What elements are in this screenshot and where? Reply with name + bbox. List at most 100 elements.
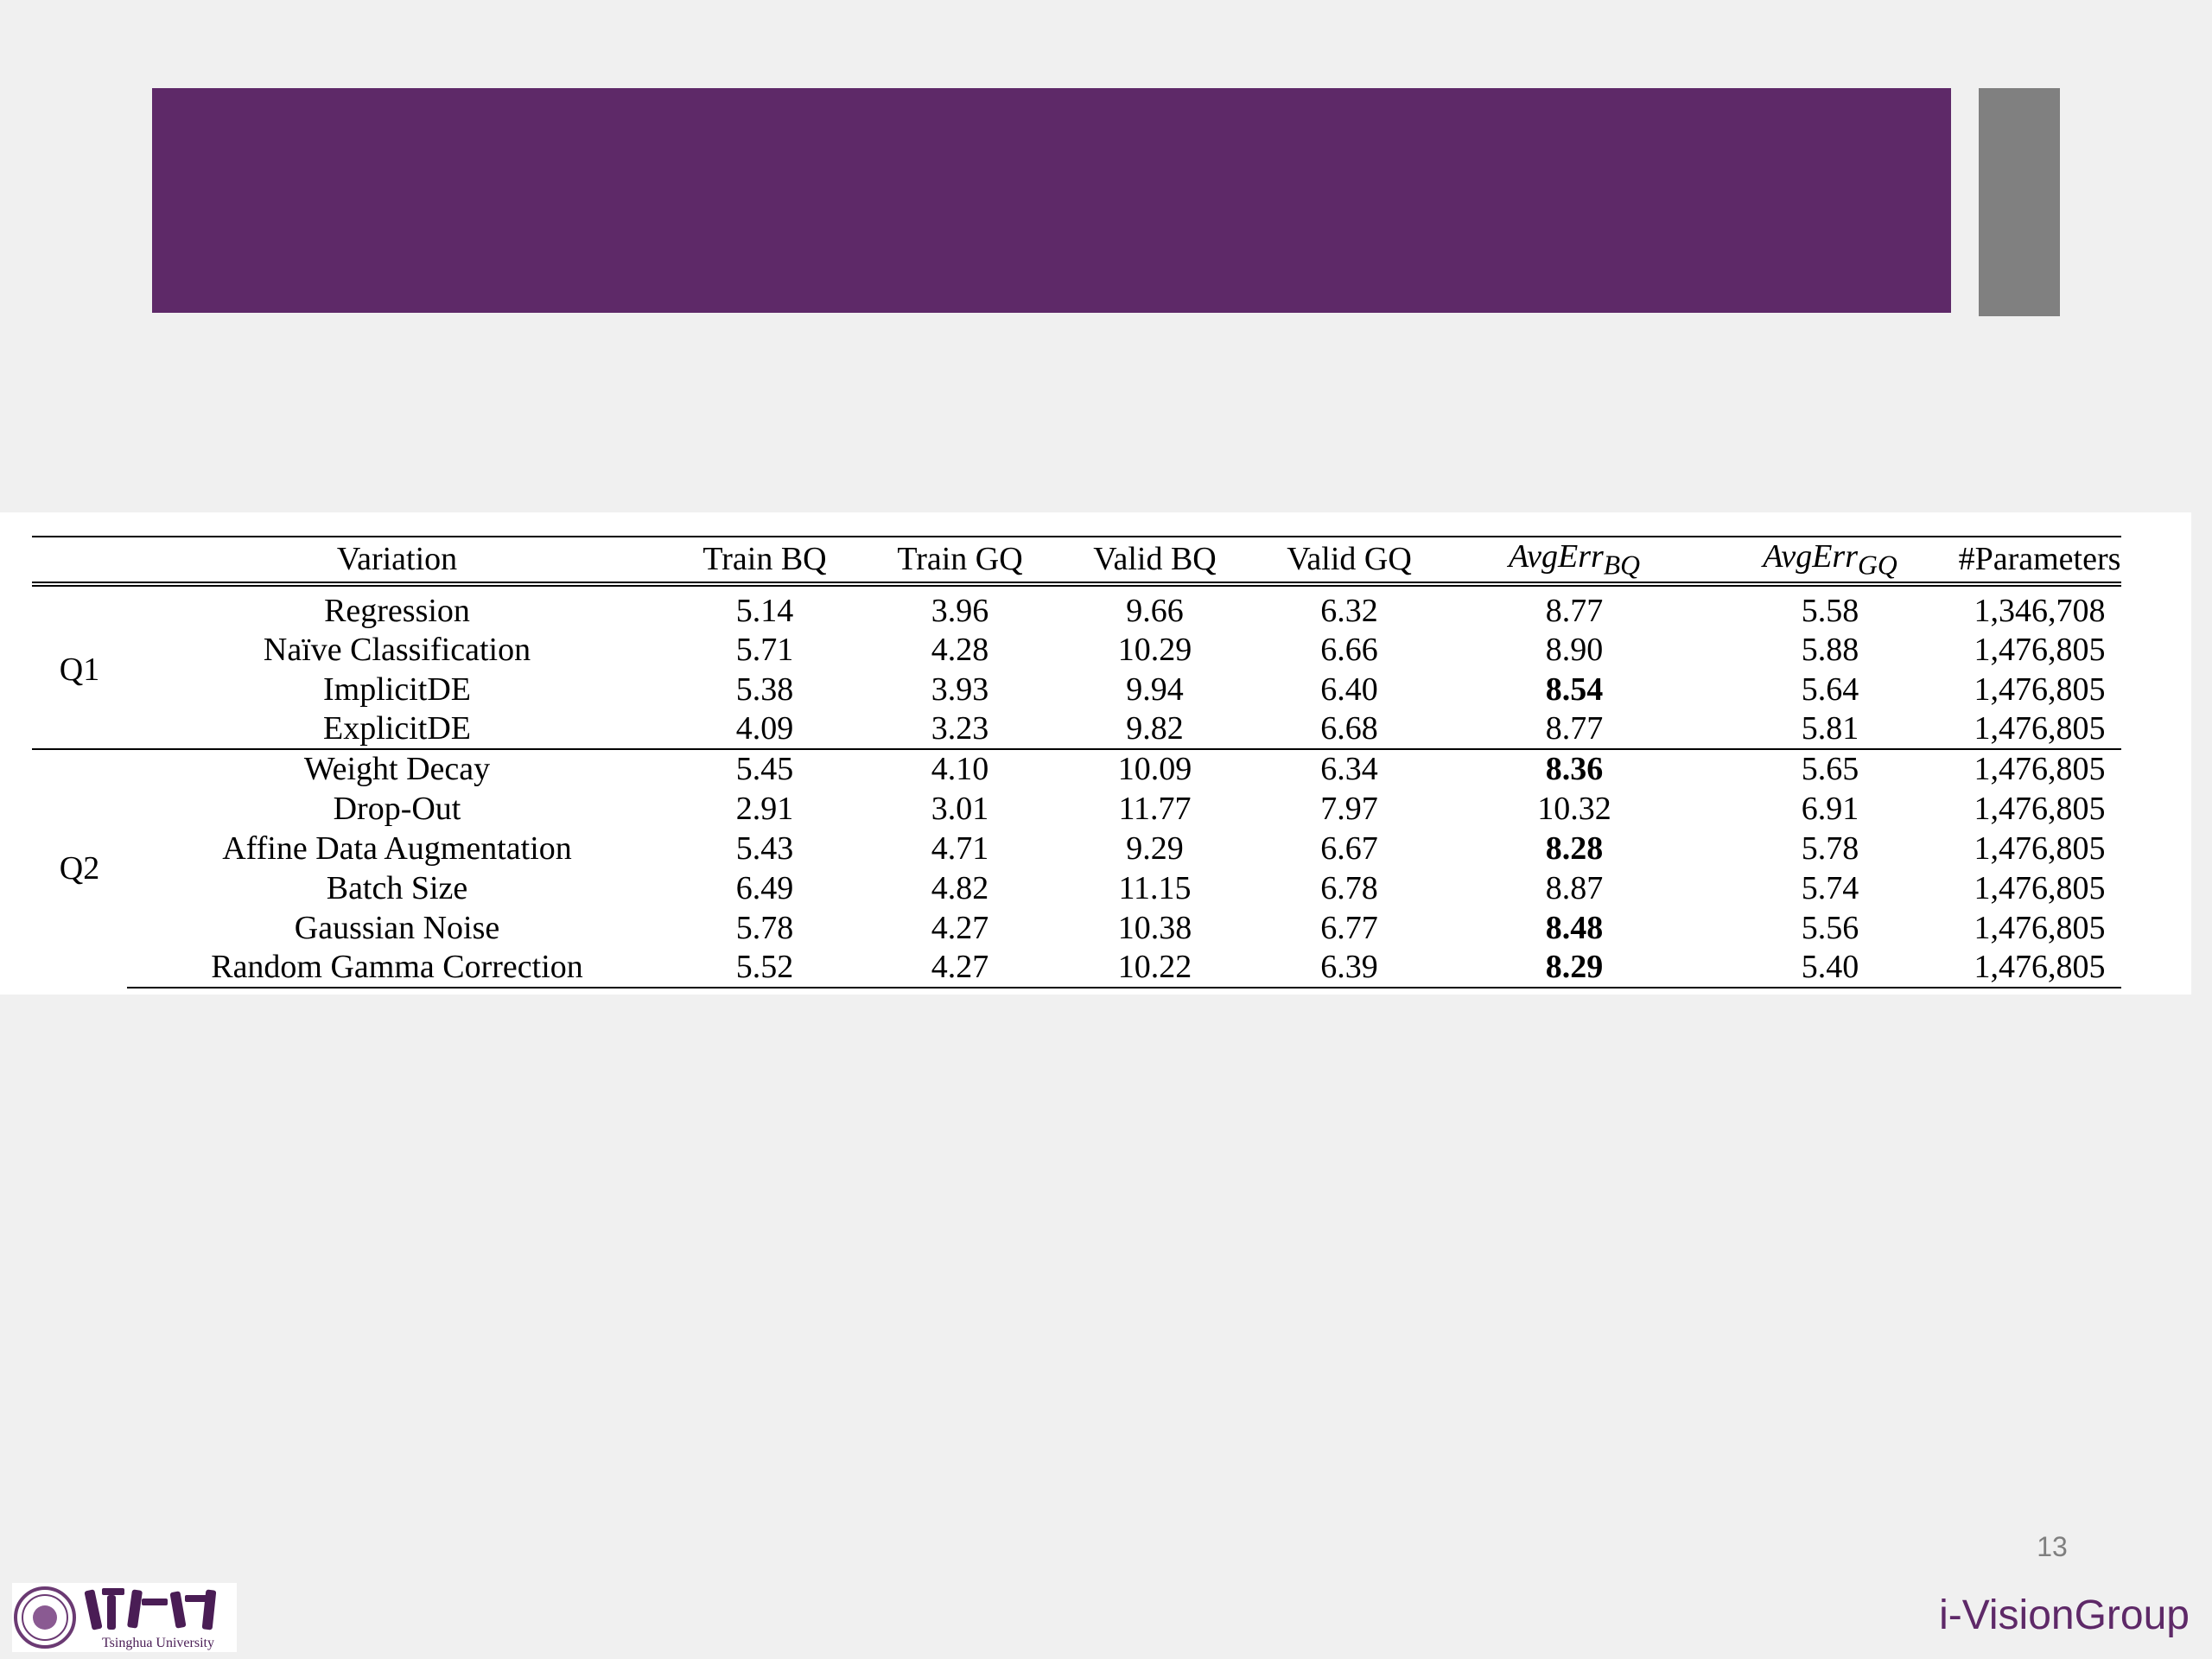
cell-train-bq: 2.91 [735,790,794,827]
results-table: Variation Train BQ Train GQ Valid BQ Val… [32,536,2121,988]
cell-avg-err-bq: 8.90 [1545,631,1604,668]
cell-avg-err-bq: 8.54 [1545,671,1604,708]
cell-train-bq: 5.52 [667,947,862,988]
cell-train-bq: 5.38 [735,671,794,708]
cell-parameters: 1,476,805 [1958,747,2121,789]
cell-avg-err-bq: 8.87 [1545,869,1604,906]
cell-train-bq: 4.09 [735,710,794,747]
cell-parameters: 1,476,805 [1974,671,2106,708]
cell-valid-gq: 6.77 [1320,909,1378,946]
cell-parameters: 1,346,708 [1974,592,2106,629]
cell-parameters: 1,476,805 [1974,631,2106,668]
table-row: Naïve Classification 5.71 4.28 10.29 6.66 8.9… [32,630,2121,670]
cell-valid-gq: 6.32 [1320,592,1378,629]
cell-train-gq: 3.93 [931,671,989,708]
table-header: Variation Train BQ Train GQ Valid BQ Val… [32,536,2121,587]
cell-avg-err-gq: 5.64 [1801,671,1859,708]
cell-variation: Random Gamma Correction [127,947,667,988]
header-avg-err-gq: AvgErrGQ [1702,536,1958,587]
cell-train-gq: 4.10 [862,747,1058,789]
cell-avg-err-bq: 8.29 [1446,947,1702,988]
tsinghua-seal-icon: Tsinghua University [14,1586,217,1650]
cell-avg-err-bq: 8.36 [1446,747,1702,789]
cell-valid-gq: 7.97 [1320,790,1378,827]
cell-avg-err-bq: 10.32 [1537,790,1611,827]
cell-avg-err-bq: 8.28 [1545,830,1604,867]
header-avg-err-bq-main: AvgErr [1509,538,1604,575]
cell-avg-err-gq: 5.56 [1801,909,1859,946]
cell-avg-err-gq: 5.58 [1801,592,1859,629]
table-row: Gaussian Noise 5.78 4.27 10.38 6.77 8.48 5.56 1… [32,908,2121,948]
cell-avg-err-gq: 5.74 [1801,869,1859,906]
table-row: Random Gamma Correction 5.52 4.27 10.22 6.39… [32,947,2121,988]
cell-variation: ExplicitDE [323,710,471,747]
cell-valid-bq: 9.66 [1126,592,1184,629]
cell-valid-gq: 6.78 [1320,869,1378,906]
cell-valid-gq: 6.39 [1252,947,1446,988]
cell-avg-err-gq: 5.88 [1801,631,1859,668]
cell-train-bq: 5.43 [735,830,794,867]
cell-train-bq: 5.78 [735,909,794,946]
cell-valid-gq: 6.66 [1320,631,1378,668]
slide-title-bar [152,88,1951,313]
cell-avg-err-bq: 8.48 [1545,909,1604,946]
cell-train-bq: 5.71 [735,631,794,668]
cell-variation: Regression [324,592,470,629]
header-row: Variation Train BQ Train GQ Valid BQ Val… [32,536,2121,587]
cell-train-bq: 5.14 [735,592,794,629]
cell-variation: Gaussian Noise [294,909,500,946]
table-group-q2: Q2 Weight Decay 5.45 4.10 10.09 6.34 8.36 5.65 1… [32,747,2121,988]
cell-avg-err-bq: 8.77 [1545,592,1604,629]
cell-valid-bq: 10.38 [1117,909,1192,946]
header-avg-err-bq-sub: BQ [1603,550,1640,581]
cell-parameters: 1,476,805 [1974,710,2106,747]
cell-train-gq: 4.27 [931,909,989,946]
cell-valid-bq: 10.29 [1117,631,1192,668]
cell-valid-bq: 10.22 [1058,947,1252,988]
table-row: Drop-Out 2.91 3.01 11.77 7.97 10.32 6.91 1,476,… [32,789,2121,829]
table-row: Q2 Weight Decay 5.45 4.10 10.09 6.34 8.36 5.65 1… [32,747,2121,988]
cell-avg-err-gq: 6.91 [1801,790,1859,827]
cell-parameters: 1,476,805 [1974,790,2106,827]
cell-variation: Naïve Classification [263,631,531,668]
cell-valid-bq: 9.82 [1126,710,1184,747]
cell-variation: Batch Size [326,869,468,906]
cell-train-bq: 5.45 [667,747,862,789]
header-train-gq: Train GQ [862,536,1058,587]
cell-valid-bq: 9.94 [1126,671,1184,708]
cell-valid-gq: 6.67 [1320,830,1378,867]
group-label: Q2 [32,747,127,988]
cell-avg-err-gq: 5.81 [1801,710,1859,747]
cell-train-gq: 4.27 [862,947,1058,988]
table-row: Affine Data Augmentation 5.43 4.71 9.29 6.67… [32,829,2121,868]
cell-valid-gq: 6.40 [1320,671,1378,708]
cell-variation: Drop-Out [333,790,461,827]
slide-side-block [1979,88,2060,316]
cell-valid-gq: 6.68 [1320,710,1378,747]
cell-avg-err-bq: 8.77 [1545,710,1604,747]
cell-train-gq: 4.71 [931,830,989,867]
cell-parameters: 1,476,805 [1974,909,2106,946]
results-table-panel: Variation Train BQ Train GQ Valid BQ Val… [0,512,2191,995]
cell-parameters: 1,476,805 [1974,869,2106,906]
table-row: Batch Size 6.49 4.82 11.15 6.78 8.87 5.74 1,476… [32,868,2121,908]
cell-parameters: 1,476,805 [1974,830,2106,867]
header-avg-err-gq-sub: GQ [1858,550,1897,581]
table-row: ImplicitDE 5.38 3.93 9.94 6.40 8.54 5.64 1,476,… [32,670,2121,709]
cell-train-gq: 3.23 [931,710,989,747]
cell-parameters: 1,476,805 [1958,947,2121,988]
group-label: Q1 [59,652,100,689]
cell-valid-bq: 10.09 [1058,747,1252,789]
cell-train-gq: 3.96 [931,592,989,629]
header-avg-err-gq-main: AvgErr [1763,538,1859,575]
header-valid-gq: Valid GQ [1252,536,1446,587]
table-group-q1: Q1 Regression 5.14 3.96 9.66 6.32 8.77 5.58 1,34… [32,584,2121,749]
header-valid-bq: Valid BQ [1058,536,1252,587]
table-row: ExplicitDE 4.09 3.23 9.82 6.68 8.77 5.81 1,476,… [32,709,2121,749]
cell-valid-gq: 6.34 [1252,747,1446,789]
header-avg-err-bq: AvgErrBQ [1446,536,1702,587]
tsinghua-logo: Tsinghua University [12,1583,237,1652]
header-variation: Variation [127,536,667,587]
page-number: 13 [2037,1531,2068,1562]
brand-label: i-VisionGroup [1939,1592,2190,1638]
